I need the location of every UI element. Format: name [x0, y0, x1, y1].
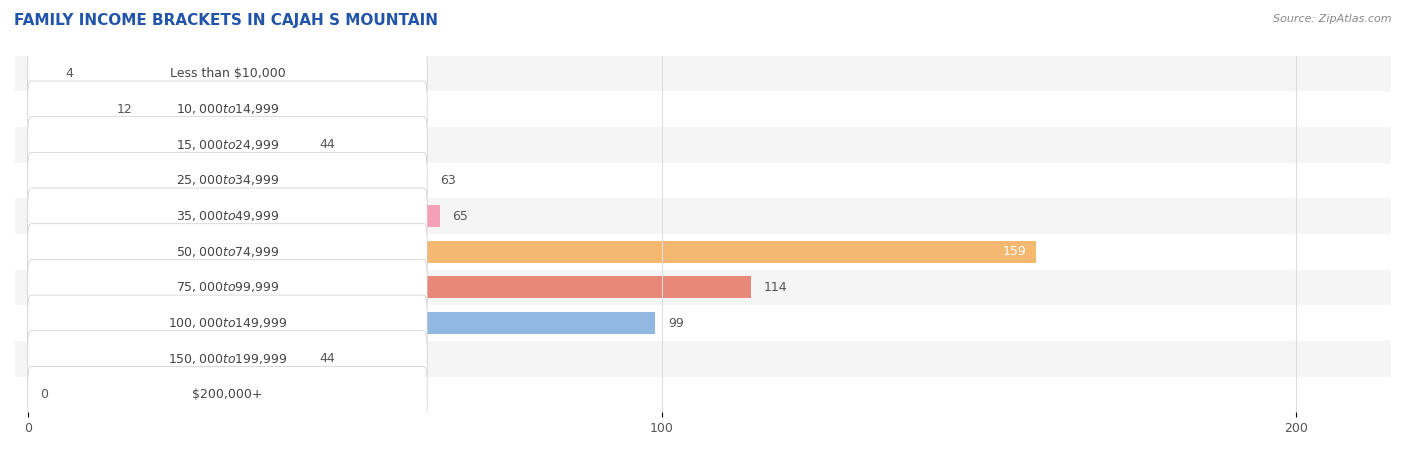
FancyBboxPatch shape	[28, 259, 427, 315]
Text: 0: 0	[41, 388, 48, 401]
Bar	[28, 348, 307, 370]
Text: FAMILY INCOME BRACKETS IN CAJAH S MOUNTAIN: FAMILY INCOME BRACKETS IN CAJAH S MOUNTA…	[14, 14, 439, 28]
Text: 44: 44	[319, 352, 335, 365]
Bar	[15, 162, 1391, 198]
Bar	[15, 91, 1391, 127]
Text: $200,000+: $200,000+	[193, 388, 263, 401]
Bar	[15, 55, 1391, 91]
Text: $50,000 to $74,999: $50,000 to $74,999	[176, 245, 280, 259]
FancyBboxPatch shape	[28, 331, 427, 387]
Bar	[15, 198, 1391, 234]
FancyBboxPatch shape	[28, 366, 427, 423]
Text: Source: ZipAtlas.com: Source: ZipAtlas.com	[1274, 14, 1392, 23]
Text: 159: 159	[1002, 245, 1026, 258]
Bar	[15, 270, 1391, 305]
FancyBboxPatch shape	[28, 188, 427, 244]
Text: 4: 4	[66, 67, 73, 80]
FancyBboxPatch shape	[28, 45, 427, 101]
Text: Less than $10,000: Less than $10,000	[170, 67, 285, 80]
Text: 44: 44	[319, 138, 335, 151]
Text: $25,000 to $34,999: $25,000 to $34,999	[176, 173, 280, 187]
Text: 63: 63	[440, 174, 456, 187]
FancyBboxPatch shape	[28, 295, 427, 351]
Bar	[28, 169, 427, 191]
Bar	[28, 383, 31, 405]
Text: 114: 114	[763, 281, 787, 294]
Bar	[28, 241, 1036, 263]
Text: $10,000 to $14,999: $10,000 to $14,999	[176, 102, 280, 116]
FancyBboxPatch shape	[28, 153, 427, 208]
Bar	[28, 312, 655, 334]
Text: $150,000 to $199,999: $150,000 to $199,999	[167, 352, 287, 366]
FancyBboxPatch shape	[28, 117, 427, 173]
Bar	[15, 377, 1391, 412]
FancyBboxPatch shape	[28, 224, 427, 280]
Bar	[15, 127, 1391, 162]
Bar	[15, 305, 1391, 341]
Text: $100,000 to $149,999: $100,000 to $149,999	[167, 316, 287, 330]
Bar	[28, 134, 307, 156]
Bar	[28, 98, 104, 120]
Bar	[28, 62, 53, 85]
Text: $75,000 to $99,999: $75,000 to $99,999	[176, 280, 280, 294]
Text: 12: 12	[117, 103, 132, 116]
FancyBboxPatch shape	[28, 81, 427, 137]
Text: 99: 99	[668, 317, 683, 329]
Bar	[28, 276, 751, 298]
Text: 65: 65	[453, 210, 468, 223]
Bar	[28, 205, 440, 227]
Bar	[15, 234, 1391, 270]
Text: $35,000 to $49,999: $35,000 to $49,999	[176, 209, 280, 223]
Bar	[15, 341, 1391, 377]
Text: $15,000 to $24,999: $15,000 to $24,999	[176, 138, 280, 152]
